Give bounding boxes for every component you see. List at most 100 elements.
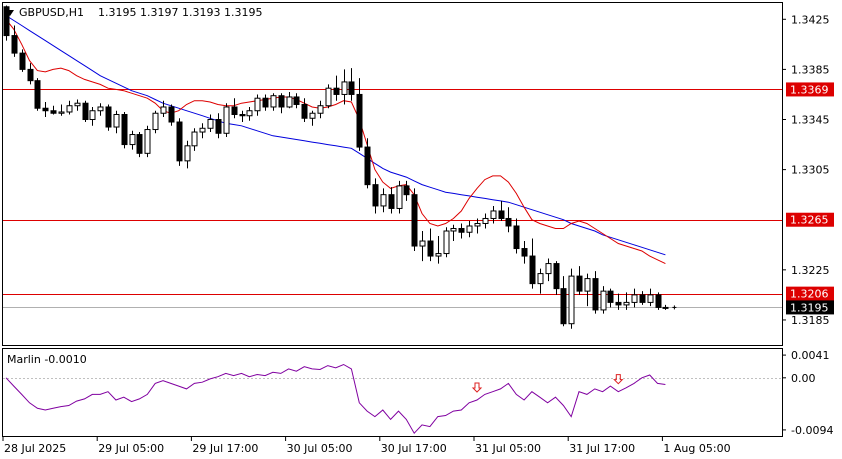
candle-body [560, 288, 567, 325]
candle-body [474, 222, 481, 227]
indicator-panel-frame [2, 348, 783, 437]
candle [490, 205, 497, 224]
oscillator [3, 363, 782, 435]
candle-body [490, 210, 497, 219]
price-tick-label: 1.3345 [791, 114, 830, 127]
candle [458, 223, 465, 239]
candle-body [662, 306, 669, 309]
candle-body [168, 106, 175, 123]
candle [655, 292, 662, 310]
candle [553, 261, 560, 295]
price-tick-label: 1.3425 [791, 13, 830, 26]
candle-body [364, 146, 371, 186]
ohlc-values: 1.3195 1.3197 1.3193 1.3195 [98, 6, 262, 19]
candle [262, 94, 269, 111]
candle [168, 104, 175, 126]
candle-body [34, 80, 41, 109]
candle [443, 227, 450, 258]
candle-body [207, 119, 214, 129]
candle [466, 220, 473, 238]
candle-body [545, 263, 552, 275]
candle [27, 63, 34, 85]
candle [89, 106, 96, 126]
candle-body [286, 96, 293, 108]
candle-body [482, 217, 489, 224]
candle-body [450, 227, 457, 232]
candle-body [411, 194, 418, 247]
time-tick-label: 1 Aug 05:00 [663, 442, 730, 455]
candle-body [592, 278, 599, 311]
candle [403, 180, 410, 201]
candle [356, 78, 363, 151]
candle-body [3, 6, 10, 37]
candle-body [278, 95, 285, 108]
candle-body [97, 106, 104, 112]
candle-body [568, 275, 575, 325]
candle [82, 100, 89, 123]
candle [396, 180, 403, 214]
candle-body [600, 290, 607, 311]
level-tag-label: 1.3265 [790, 214, 829, 227]
candle-body [129, 134, 136, 146]
candle-body [498, 210, 505, 219]
candle [427, 228, 434, 262]
candle-body [521, 248, 528, 257]
last-price-tag-label: 1.3195 [790, 301, 829, 314]
level-tag [786, 212, 834, 227]
candle-body [136, 134, 143, 154]
candle [600, 286, 607, 314]
candle-body [199, 127, 206, 133]
candle [58, 104, 65, 116]
candle [3, 5, 10, 41]
candle-body [152, 112, 159, 131]
candle-body [231, 106, 238, 115]
candle-body [607, 290, 614, 303]
candle [176, 118, 183, 166]
candle [317, 100, 324, 119]
dropdown-triangle-icon[interactable] [6, 10, 14, 16]
candle-body [105, 106, 112, 128]
level-tag-label: 1.3369 [790, 83, 829, 96]
candle-body [396, 185, 403, 209]
candle-body [647, 294, 654, 303]
candle-body [505, 217, 512, 227]
candle-body [333, 87, 340, 95]
candle-body [403, 185, 410, 196]
candle-body [513, 225, 520, 250]
candle [223, 103, 230, 138]
ma-fast-line [5, 18, 666, 265]
candle [50, 105, 57, 115]
candle [411, 188, 418, 252]
candle [537, 268, 544, 294]
candle-body [576, 275, 583, 292]
osc-line [5, 363, 666, 435]
candle-body [301, 103, 308, 119]
candle [129, 130, 136, 150]
candle [246, 106, 253, 121]
candle [505, 207, 512, 233]
candle [615, 293, 622, 310]
time-tick-label: 31 Jul 17:00 [569, 442, 635, 455]
candle [254, 94, 261, 116]
candle [144, 125, 151, 158]
osc-tick-label: -0.0094 [791, 424, 833, 437]
candle [231, 98, 238, 119]
candle [278, 93, 285, 114]
candle [623, 292, 630, 310]
candle-body [27, 68, 34, 82]
candle-body [58, 111, 65, 114]
candle [348, 68, 355, 101]
candle [372, 178, 379, 214]
candle-body [293, 96, 300, 105]
price-axis: 1.3425 1.3385 1.3345 1.3305 1.3225 1.3185 1.33… [672, 13, 834, 327]
candle [568, 268, 575, 329]
price-panel-frame [2, 2, 783, 346]
time-tick-label: 31 Jul 05:00 [475, 442, 541, 455]
candle-body [113, 113, 120, 128]
osc-tick-label: 0.00 [791, 372, 816, 385]
candle-body [121, 113, 128, 146]
candle [529, 238, 536, 289]
candle-body [176, 121, 183, 162]
candle-body [66, 105, 73, 113]
candle [513, 218, 520, 254]
